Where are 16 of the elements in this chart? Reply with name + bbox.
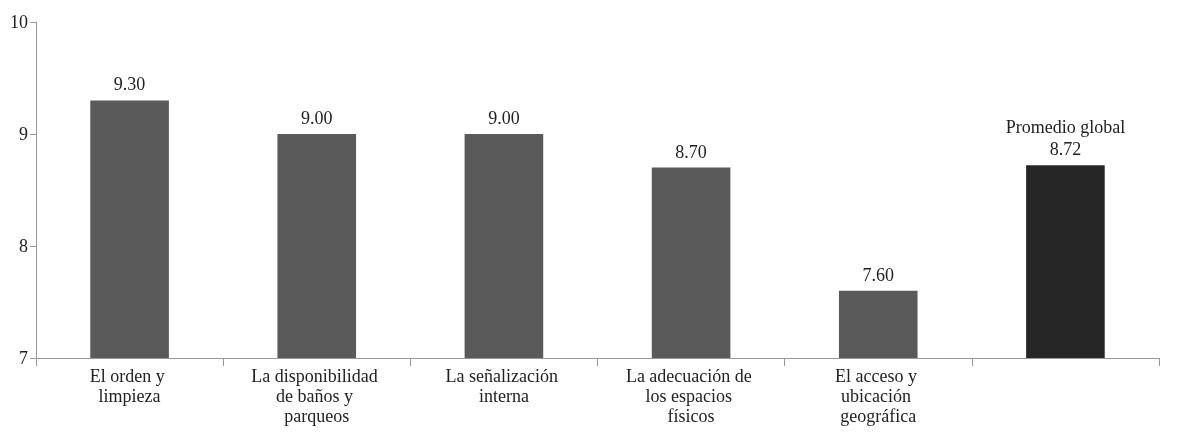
annotation: Promedio global [1005,117,1126,138]
data-label: 9.00 [488,108,520,128]
y-tick-label: 10 [10,12,28,32]
data-label: 9.00 [301,108,333,128]
data-label: 9.30 [113,74,146,95]
y-tick-label: 9 [19,124,28,144]
data-label: 8.70 [675,141,707,162]
data-label: 7.60 [862,264,894,285]
x-tick-label: El orden y limpieza [89,366,170,406]
data-label: 8.72 [1049,139,1082,160]
x-tick-label: La señalización interna [445,366,563,406]
x-tick-label: La adecuación de los espacios físicos [625,366,757,426]
y-tick-label: 8 [19,236,28,256]
y-tick-label: 7 [19,348,28,368]
x-tick-label: La disponibilidad de baños y parqueos [251,366,383,426]
x-tick-label: El acceso y ubicación geográfica [835,366,922,426]
